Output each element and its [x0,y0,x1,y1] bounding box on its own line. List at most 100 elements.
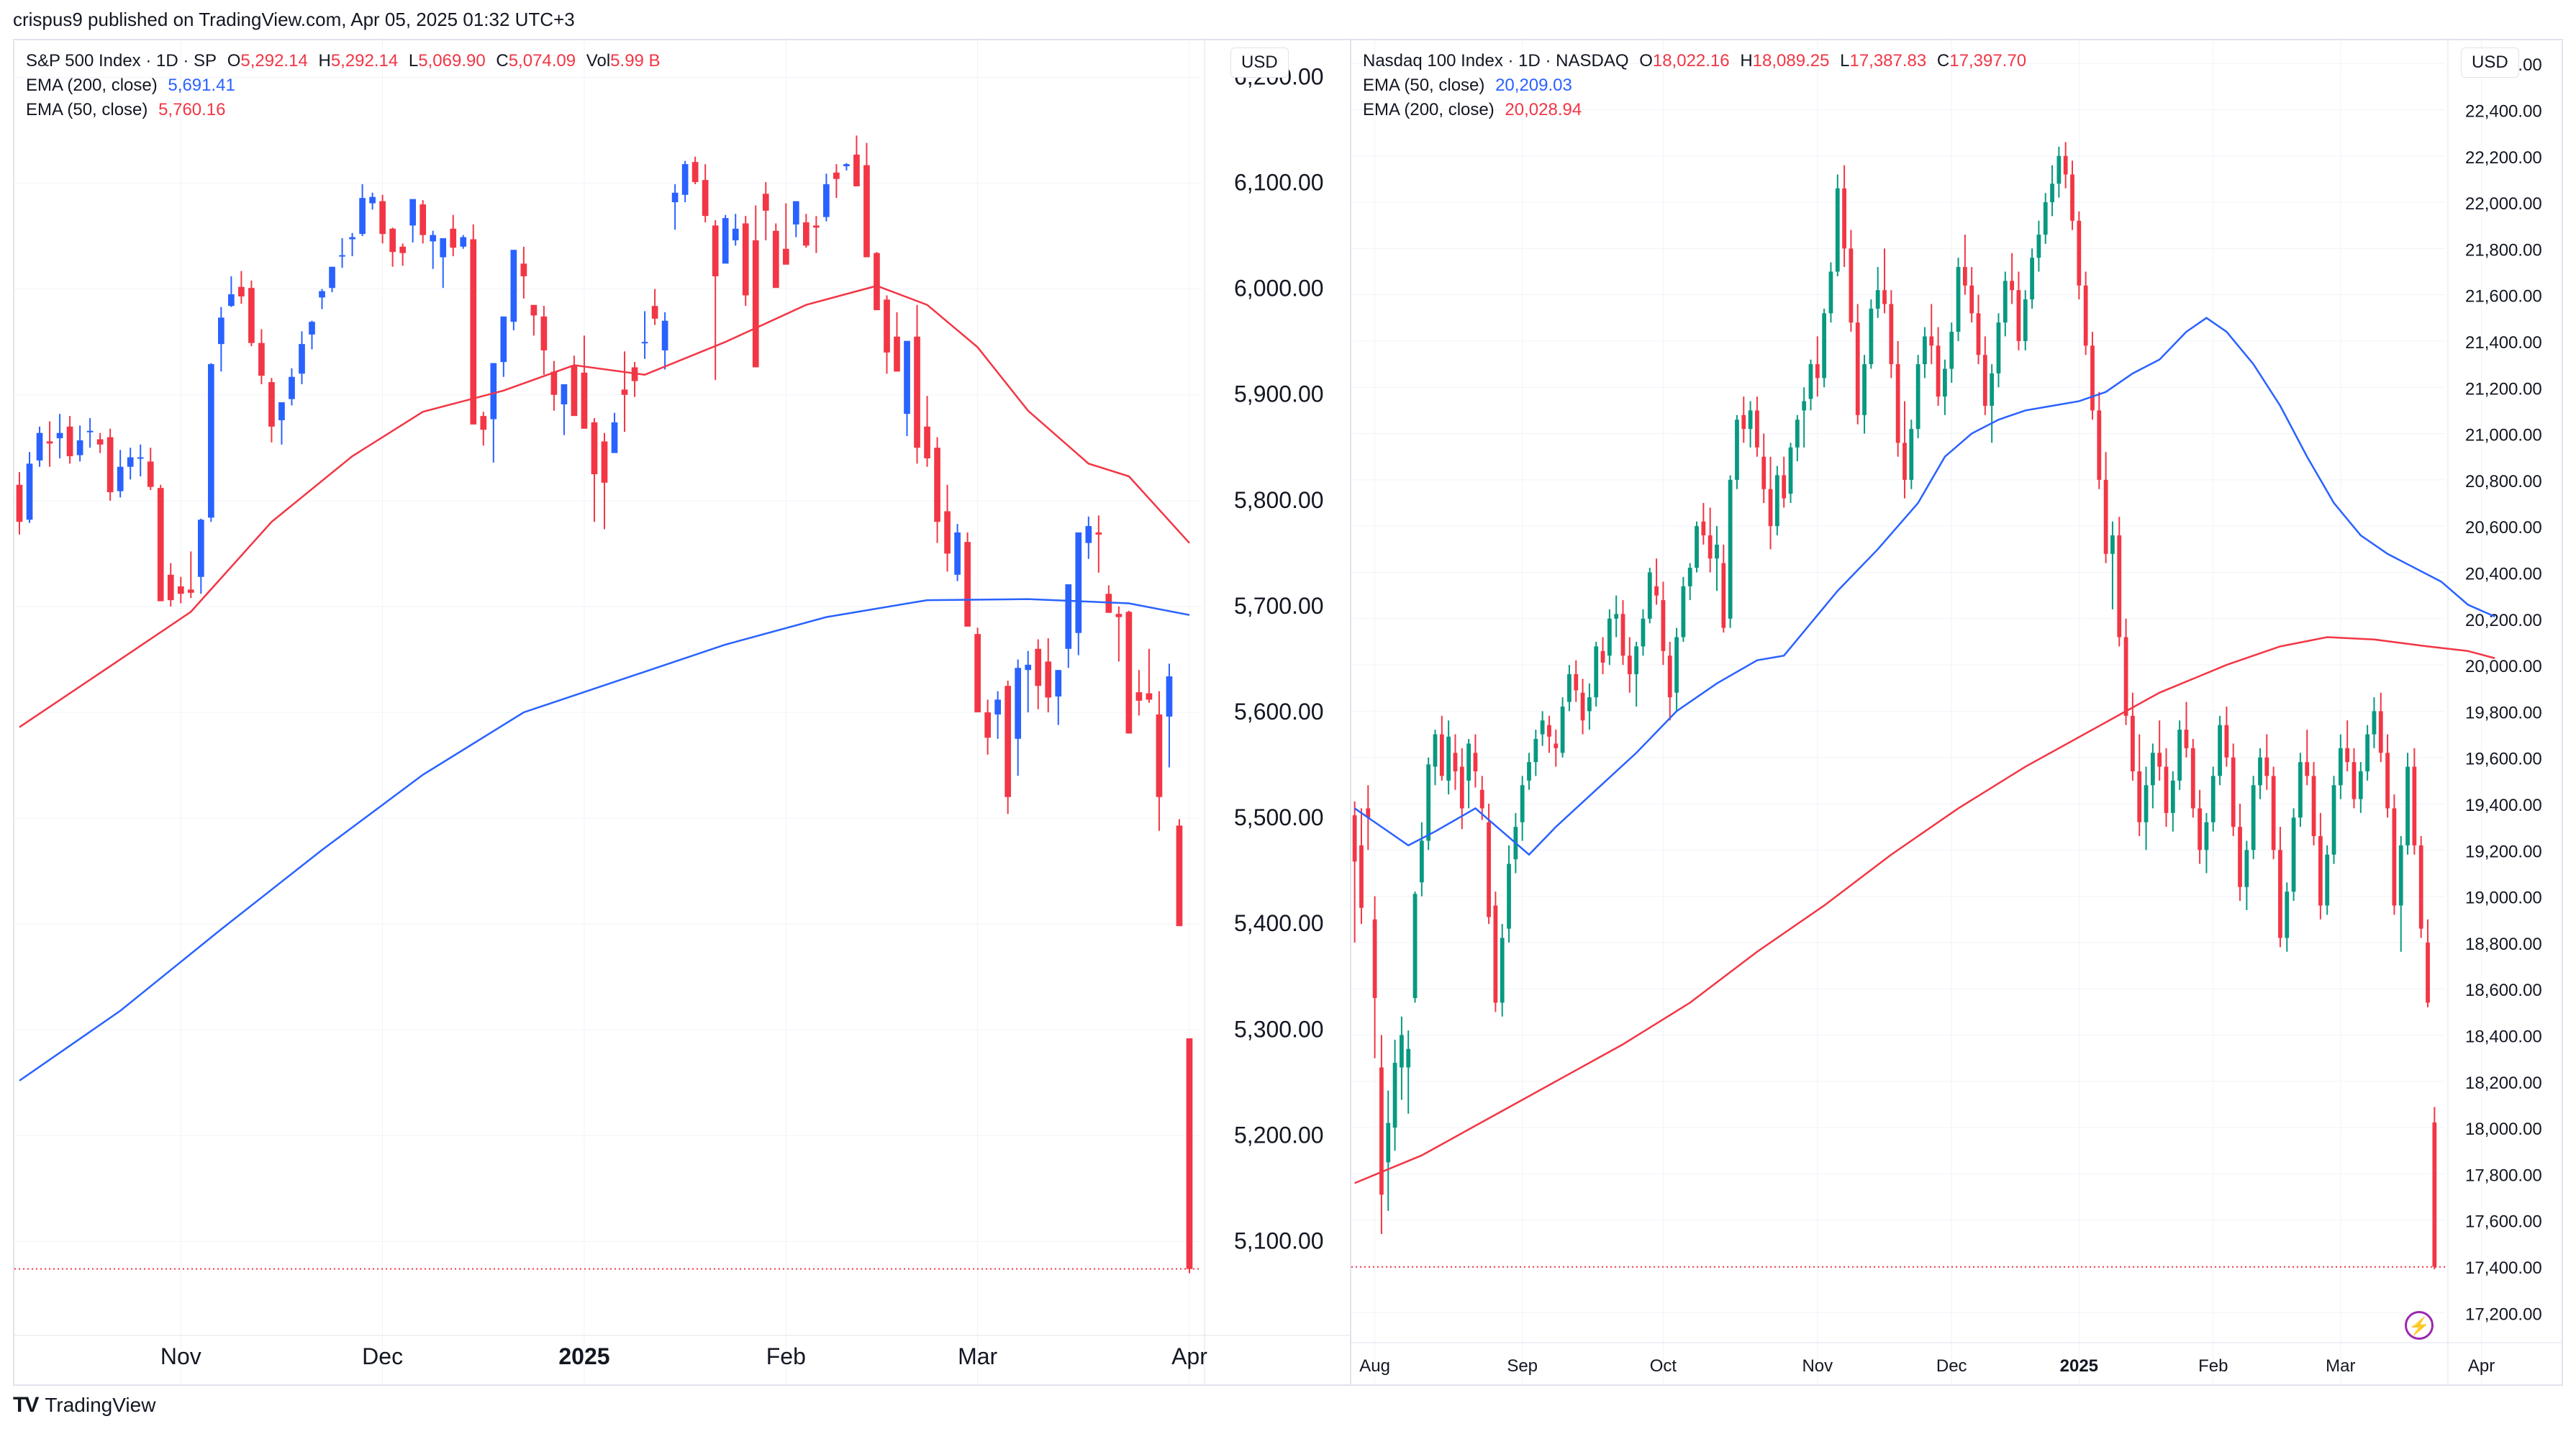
candle-body [2378,711,2383,753]
y-tick-label: 5,100.00 [1234,1228,1324,1253]
candle-body [964,542,971,627]
y-tick-label: 19,800.00 [2465,703,2542,722]
candle-body [2271,776,2276,850]
candle-body [349,237,355,240]
candle-body [2244,850,2249,887]
candle-body [1996,322,2001,373]
candle-body [1815,364,1820,378]
candle-body [157,488,164,602]
candle-body [944,511,951,554]
candle-body [1453,753,1458,771]
nasdaq100-chart-panel[interactable]: Nasdaq 100 Index · 1D · NASDAQ O18,022.1… [1350,39,2563,1386]
candle-body [1902,443,1907,480]
candle-body [1025,664,1032,671]
sp500-chart-svg[interactable]: 5,100.00 5,200.00 5,300.00 5,400.00 5,500.00… [14,40,1350,1384]
candle-body [1520,785,1525,822]
candle-body [2218,725,2222,776]
candle-body [1936,345,1941,397]
candle-body [2117,535,2122,638]
candle-body [1661,600,1666,651]
candle-body [2023,299,2028,341]
candle-body [884,299,890,353]
ema-legend-label[interactable]: EMA (200, close) [1363,100,1495,119]
candle-body [540,316,548,350]
candle-body [450,228,457,248]
candle-body [1065,584,1072,649]
candle-body [934,448,940,522]
candle-body [1473,753,1478,771]
ema-legend-label[interactable]: EMA (200, close) [26,76,158,95]
candle-body [16,484,23,522]
candle-body [1654,586,1659,596]
x-tick-label: Oct [1650,1356,1677,1376]
open-value: 18,022.16 [1652,51,1730,71]
candle-body [1943,368,1947,397]
x-tick-label: Sep [1507,1356,1538,1376]
candle-body [76,440,83,455]
candle-body [1956,267,1961,332]
open-label: O [1639,51,1653,71]
candle-body [1687,568,1692,586]
lightning-icon[interactable]: ⚡ [2405,1311,2434,1340]
y-tick-label: 17,600.00 [2465,1212,2542,1232]
candle-body [500,316,507,363]
volume-label: Vol [586,51,611,71]
candle-body [309,322,315,335]
currency-label[interactable]: USD [1230,47,1289,78]
x-tick-label: Nov [160,1343,201,1369]
ema-legend-label[interactable]: EMA (50, close) [1363,76,1485,95]
candle-body [399,246,407,253]
candle-body [228,294,235,307]
close-value: 5,074.09 [508,51,576,71]
candle-body [1554,743,1559,748]
candle-body [1802,401,1807,411]
candle-body [1493,905,1498,1003]
candle-body [1695,526,1699,568]
candle-body [1527,762,1531,781]
candle-body [1862,364,1867,415]
candle-body [289,376,295,399]
footer-brand: TV TradingView [13,1393,155,1417]
candle-body [712,225,719,277]
candle-body [1412,894,1418,999]
x-tick-label: Dec [362,1343,403,1369]
candle-body [1701,521,1706,536]
volume-value: 5.99 B [610,51,661,71]
x-tick-label: Aug [1359,1356,1390,1376]
candle-body [2083,285,2088,346]
candle-body [1969,285,1974,314]
candle-body [2231,757,2236,827]
y-tick-label: 20,000.00 [2465,657,2542,676]
candle-body [2392,808,2397,906]
ema-legend-label[interactable]: EMA (50, close) [26,100,148,119]
candle-body [1627,655,1632,674]
candle-body [1707,535,1713,559]
low-value: 5,069.90 [418,51,486,71]
candle-body [2043,202,2048,235]
candle-body [147,461,154,487]
close-value: 17,397.70 [1949,51,2027,71]
sp500-chart-panel[interactable]: S&P 500 Index · 1D · SP O5,292.14 H5,292… [13,39,1351,1386]
y-tick-label: 21,400.00 [2465,333,2542,353]
candle-body [1004,686,1012,797]
brand-name[interactable]: TradingView [45,1394,156,1416]
candle-body [2010,281,2015,291]
candle-body [833,172,840,179]
legend-symbol[interactable]: Nasdaq 100 Index · 1D · NASDAQ [1363,51,1629,71]
candle-body [419,204,427,235]
candle-body [207,364,214,518]
candle-body [641,342,648,344]
candle-body [752,240,759,368]
currency-label[interactable]: USD [2461,47,2519,78]
legend-symbol[interactable]: S&P 500 Index · 1D · SP [26,51,217,71]
y-tick-label: 19,200.00 [2465,842,2542,861]
candle-body [2184,730,2189,748]
candle-body [2090,345,2095,411]
candle-body [1822,313,1827,378]
nasdaq100-chart-svg[interactable]: 17,200.00 17,400.00 17,600.00 17,800.00 18,0… [1351,40,2562,1384]
candle-body [1386,1122,1391,1163]
candle-body [2063,155,2068,175]
candle-body [691,162,699,183]
y-tick-label: 19,400.00 [2465,796,2542,815]
candle-body [1406,1048,1411,1068]
